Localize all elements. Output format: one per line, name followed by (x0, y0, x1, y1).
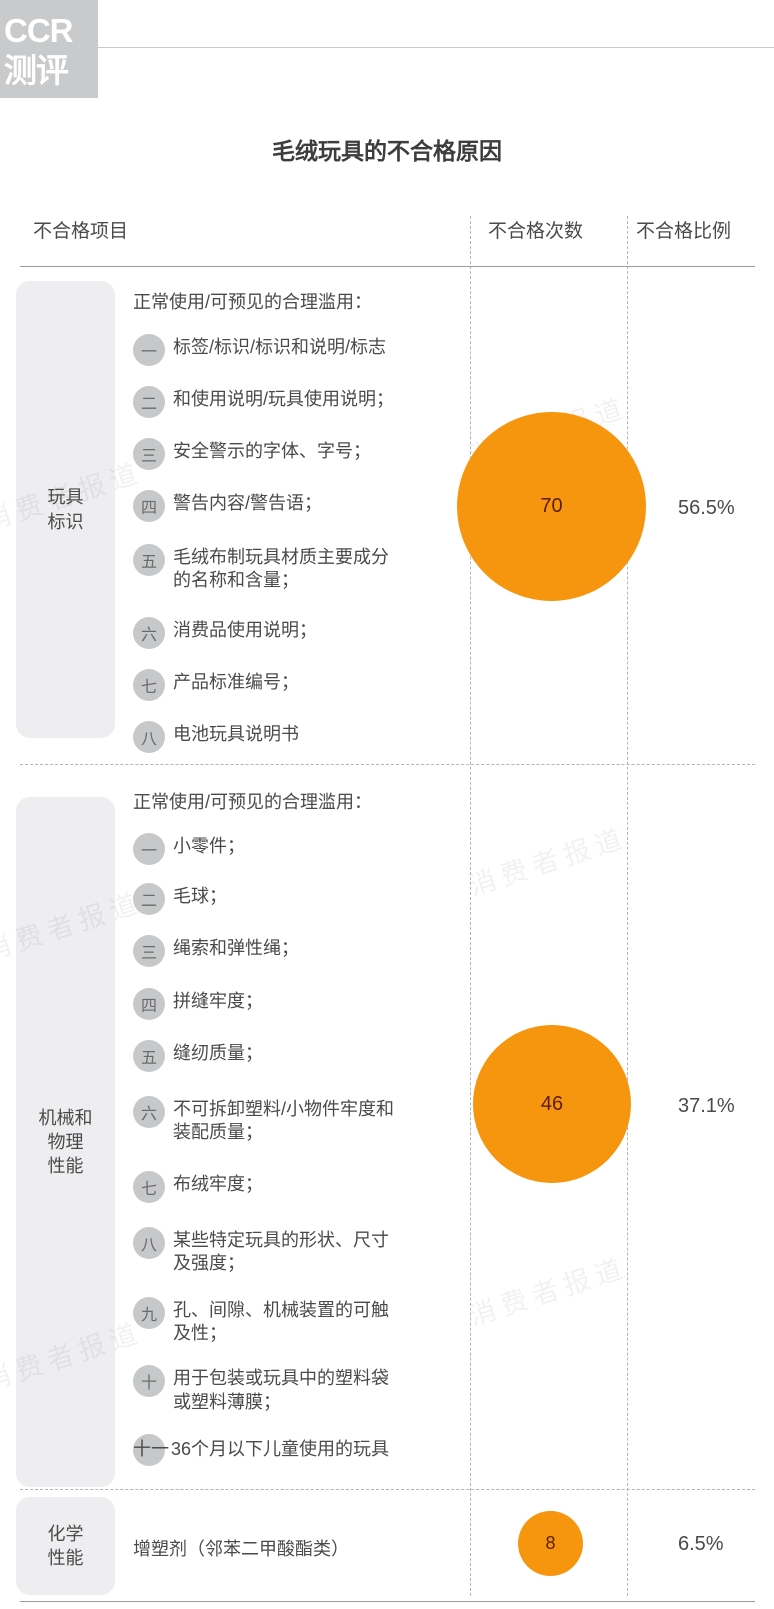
svg-text:测评: 测评 (4, 52, 69, 88)
svg-text:CCR: CCR (4, 12, 74, 49)
